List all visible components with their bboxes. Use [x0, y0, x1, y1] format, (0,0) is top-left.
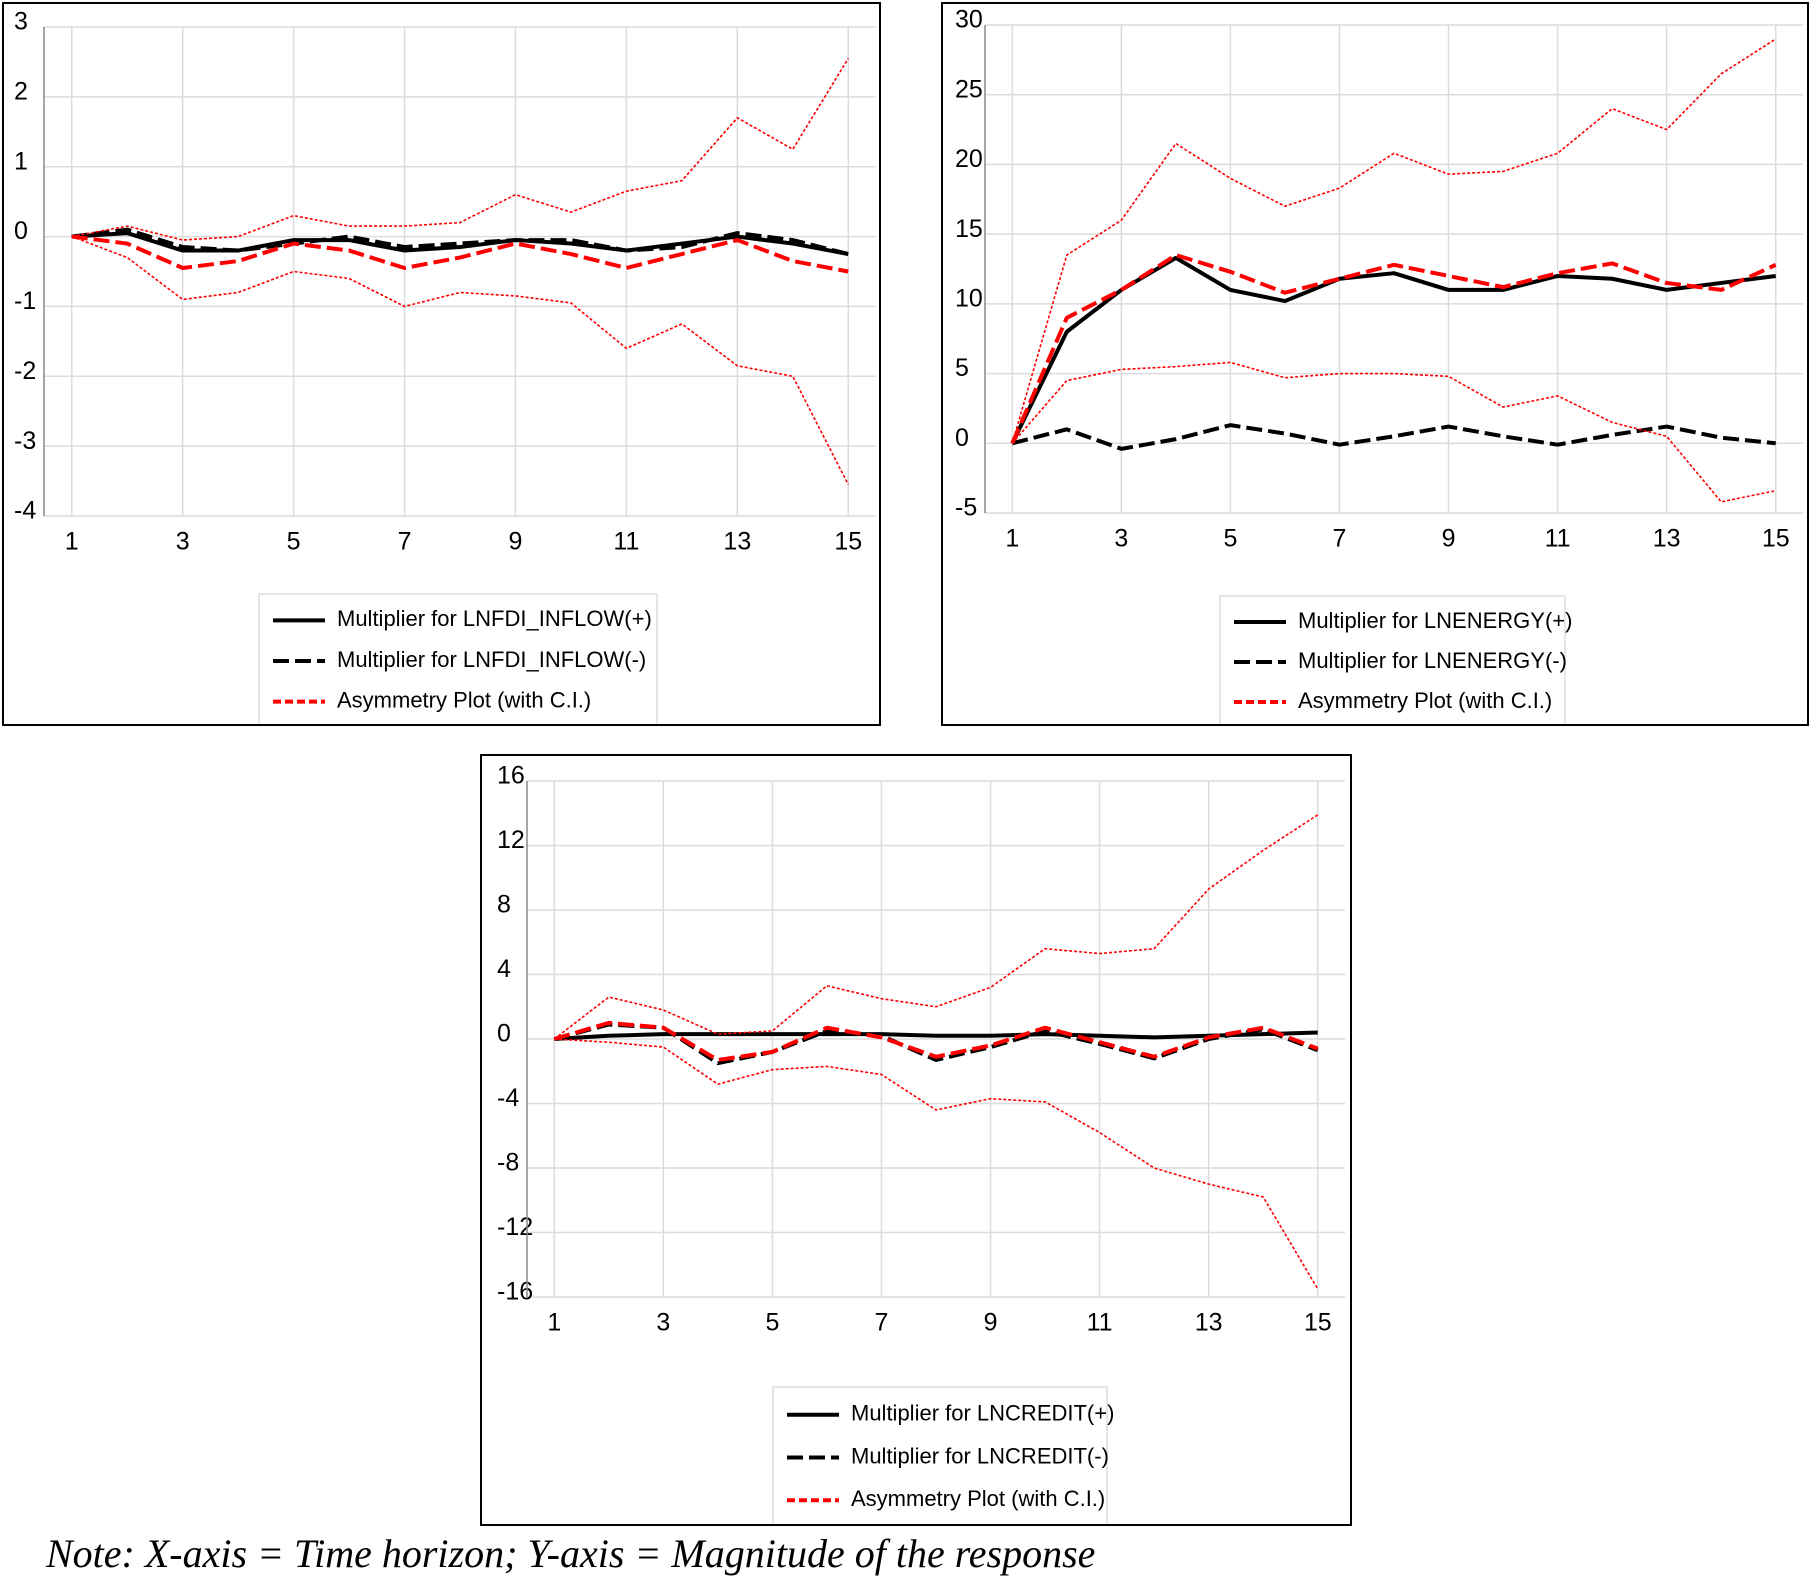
- x-tick-label: 9: [509, 528, 523, 556]
- legend-label: Asymmetry Plot (with C.I.): [851, 1486, 1105, 1511]
- note: Note: X-axis = Time horizon; Y-axis = Ma…: [46, 1531, 1096, 1576]
- x-tick-label: 1: [1005, 525, 1019, 553]
- y-tick-label: 25: [955, 75, 983, 103]
- x-tick-label: 11: [1545, 525, 1571, 553]
- x-tick-label: 15: [1762, 525, 1790, 553]
- legend: Multiplier for LNENERGY(+) Multiplier for…: [1219, 595, 1572, 724]
- y-tick-label: 1: [14, 147, 28, 175]
- legend-label: Multiplier for LNENERGY(-): [1298, 648, 1567, 673]
- y-tick-label: -4: [14, 497, 36, 525]
- y-tick-label: 0: [14, 217, 28, 245]
- y-tick-label: 0: [497, 1020, 511, 1048]
- x-tick-label: 5: [287, 528, 301, 556]
- legend-label: Multiplier for LNFDI_INFLOW(-): [337, 647, 646, 672]
- x-tick-label: 5: [1223, 525, 1237, 553]
- x-tick-label: 5: [765, 1309, 779, 1337]
- x-tick-label: 9: [984, 1309, 998, 1337]
- x-tick-label: 13: [1195, 1309, 1223, 1337]
- legend-label: Multiplier for LNENERGY(+): [1298, 608, 1572, 633]
- y-tick-label: -8: [497, 1149, 519, 1177]
- legend-label: Asymmetry Plot (with C.I.): [1298, 688, 1552, 713]
- x-tick-label: 7: [875, 1309, 889, 1337]
- series-line: [554, 1030, 1318, 1041]
- y-tick-label: 3: [14, 8, 28, 36]
- x-tick-label: 1: [65, 528, 79, 556]
- series-line: [71, 58, 849, 241]
- x-tick-label: 7: [1333, 525, 1347, 553]
- x-tick-label: 3: [656, 1309, 670, 1337]
- legend-box: [772, 1386, 1108, 1524]
- x-tick-label: 3: [176, 528, 190, 556]
- x-tick-label: 11: [613, 528, 639, 556]
- x-tick-label: 7: [398, 528, 412, 556]
- legend-label: Multiplier for LNCREDIT(-): [851, 1443, 1109, 1468]
- y-tick-label: 5: [955, 354, 969, 382]
- series-line: [1011, 38, 1777, 444]
- series-line: [553, 1020, 1319, 1062]
- y-tick-label: -1: [14, 287, 36, 315]
- series-line: [71, 231, 849, 257]
- x-tick-label: 15: [1304, 1309, 1332, 1337]
- y-tick-label: 0: [955, 424, 969, 452]
- x-tick-label: 9: [1442, 525, 1456, 553]
- series-line: [71, 227, 849, 256]
- y-tick-label: 30: [955, 6, 983, 34]
- legend: Multiplier for LNFDI_INFLOW(+) Multiplier…: [258, 593, 658, 724]
- x-tick-label: 1: [547, 1309, 561, 1337]
- legend: Multiplier for LNCREDIT(+) Multiplier for…: [772, 1386, 1114, 1524]
- y-tick-label: 2: [14, 77, 28, 105]
- series-line: [1011, 423, 1776, 451]
- legend-label: Multiplier for LNCREDIT(+): [851, 1401, 1114, 1426]
- series-line: [71, 234, 849, 274]
- y-tick-label: -3: [14, 427, 36, 455]
- y-tick-label: -4: [497, 1084, 519, 1112]
- y-tick-label: -5: [955, 494, 977, 522]
- legend-box: [258, 593, 658, 724]
- series-line: [554, 1038, 1319, 1290]
- y-tick-label: 10: [955, 284, 983, 312]
- legend-label: Asymmetry Plot (with C.I.): [337, 687, 591, 712]
- y-tick-label: 12: [497, 826, 525, 854]
- x-tick-label: 13: [1653, 525, 1681, 553]
- y-tick-label: 16: [497, 762, 525, 790]
- x-tick-label: 13: [723, 528, 751, 556]
- y-tick-label: 15: [955, 215, 983, 243]
- x-tick-label: 11: [1087, 1309, 1113, 1337]
- series-line: [71, 235, 849, 485]
- x-tick-label: 15: [834, 528, 862, 556]
- y-tick-label: -2: [14, 357, 36, 385]
- series-line: [1010, 255, 1776, 445]
- series-line: [553, 814, 1319, 1040]
- y-tick-label: 8: [497, 891, 511, 919]
- series-line: [1011, 361, 1776, 503]
- y-tick-label: 4: [497, 955, 511, 983]
- y-tick-label: 20: [955, 145, 983, 173]
- x-tick-label: 3: [1114, 525, 1128, 553]
- series-line: [1010, 253, 1777, 445]
- legend-label: Multiplier for LNFDI_INFLOW(+): [337, 606, 652, 631]
